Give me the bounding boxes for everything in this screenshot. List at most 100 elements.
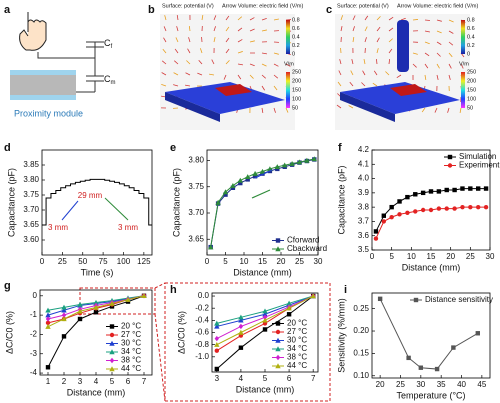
field-arrow bbox=[400, 17, 406, 21]
marker bbox=[125, 296, 131, 302]
marker bbox=[420, 190, 426, 196]
subscript: f bbox=[111, 44, 113, 50]
field-arrow bbox=[173, 72, 179, 76]
field-arrow bbox=[163, 26, 167, 32]
x-tick-label: 20 bbox=[376, 380, 385, 389]
legend-marker bbox=[109, 340, 115, 346]
marker bbox=[428, 207, 434, 213]
marker bbox=[377, 296, 383, 302]
legend-marker bbox=[447, 163, 453, 168]
annotation: 3 mm bbox=[48, 223, 68, 232]
zoom-link bbox=[154, 313, 166, 402]
legend-marker bbox=[275, 363, 281, 369]
x-axis-label: Distance (mm) bbox=[236, 384, 295, 394]
y-tick-label: -0.4 bbox=[195, 315, 209, 324]
field-arrow bbox=[424, 74, 427, 80]
field-arrow bbox=[199, 48, 203, 54]
marker bbox=[245, 177, 250, 182]
field-arrow bbox=[352, 15, 356, 21]
field-arrow bbox=[249, 17, 255, 21]
marker bbox=[262, 314, 268, 321]
legend-marker bbox=[275, 321, 281, 326]
field-arrow bbox=[225, 60, 230, 65]
field-arrow bbox=[362, 70, 366, 76]
y-tick-label: -0.6 bbox=[195, 328, 209, 337]
substrate-side bbox=[165, 92, 220, 122]
field-arrow bbox=[237, 39, 243, 43]
colorbar-tick: 0.2 bbox=[292, 43, 300, 49]
marker bbox=[77, 301, 83, 307]
field-arrow bbox=[412, 52, 418, 55]
field-arrow bbox=[225, 48, 230, 54]
x-tick-label: 10 bbox=[407, 252, 416, 261]
x-tick-label: 100 bbox=[117, 257, 131, 266]
field-arrow bbox=[261, 17, 267, 21]
x-tick-label: 3 bbox=[215, 374, 220, 383]
field-arrow bbox=[261, 63, 267, 67]
field-arrow bbox=[273, 18, 279, 21]
marker bbox=[45, 316, 51, 322]
y-tick-label: -3 bbox=[30, 349, 38, 358]
legend-marker bbox=[413, 297, 419, 303]
field-arrow bbox=[460, 63, 464, 69]
field-arrow bbox=[174, 48, 179, 54]
legend-label: 30 °C bbox=[287, 336, 307, 345]
electrode bbox=[390, 84, 427, 96]
marker bbox=[406, 355, 411, 361]
field-arrow bbox=[436, 74, 439, 80]
field-arrow bbox=[388, 48, 393, 54]
axes-frame bbox=[41, 149, 153, 256]
marker bbox=[434, 366, 440, 372]
y-tick-label: 4.0 bbox=[358, 174, 370, 183]
x-tick-label: 40 bbox=[457, 380, 466, 389]
field-arrow bbox=[424, 41, 430, 45]
marker bbox=[93, 310, 99, 315]
x-tick-label: 125 bbox=[137, 257, 151, 266]
field-arrow bbox=[361, 82, 366, 87]
x-tick-label: 20 bbox=[277, 257, 286, 266]
field-arrow bbox=[164, 15, 167, 21]
x-tick-label: 30 bbox=[416, 380, 425, 389]
field-arrow bbox=[213, 37, 216, 43]
field-arrow bbox=[364, 15, 369, 21]
colorbar-tick: 0.2 bbox=[467, 43, 475, 49]
marker bbox=[389, 214, 394, 220]
marker bbox=[214, 366, 220, 372]
marker bbox=[238, 329, 244, 335]
field-arrow bbox=[373, 70, 378, 76]
field-arrow bbox=[273, 74, 279, 79]
field-arrow bbox=[161, 60, 167, 65]
x-tick-label: 4 bbox=[239, 374, 244, 383]
field-arrow bbox=[213, 26, 216, 32]
x-tick-label: 15 bbox=[258, 257, 267, 266]
field-arrow bbox=[421, 107, 426, 113]
field-arrow bbox=[339, 59, 342, 65]
symbol: C bbox=[104, 38, 111, 48]
marker bbox=[262, 317, 268, 323]
marker bbox=[214, 348, 220, 353]
y-tick-label: 3.6 bbox=[358, 231, 370, 240]
colorbar-tick: 150 bbox=[292, 87, 301, 93]
legend-label: 34 °C bbox=[287, 344, 307, 353]
x-tick-label: 25 bbox=[295, 257, 304, 266]
marker bbox=[93, 299, 99, 305]
marker bbox=[223, 192, 228, 197]
field-arrow bbox=[388, 16, 394, 21]
field-arrow bbox=[237, 63, 243, 66]
marker bbox=[428, 189, 434, 194]
colorbar-tick: 0.6 bbox=[292, 26, 300, 32]
field-arrow bbox=[349, 81, 354, 87]
field-arrow bbox=[388, 58, 391, 65]
legend-marker bbox=[109, 349, 115, 355]
zoom-frame bbox=[164, 282, 331, 402]
field-arrow bbox=[363, 59, 366, 65]
sim-background bbox=[160, 14, 295, 130]
y-tick-label: 0.25 bbox=[353, 304, 369, 313]
panel-label: f bbox=[338, 142, 342, 154]
field-arrow bbox=[198, 59, 203, 65]
marker bbox=[475, 331, 480, 336]
legend-label: 30 °C bbox=[121, 339, 141, 348]
field-arrow bbox=[385, 71, 390, 76]
legend-marker bbox=[275, 246, 281, 252]
field-arrow bbox=[261, 74, 266, 79]
